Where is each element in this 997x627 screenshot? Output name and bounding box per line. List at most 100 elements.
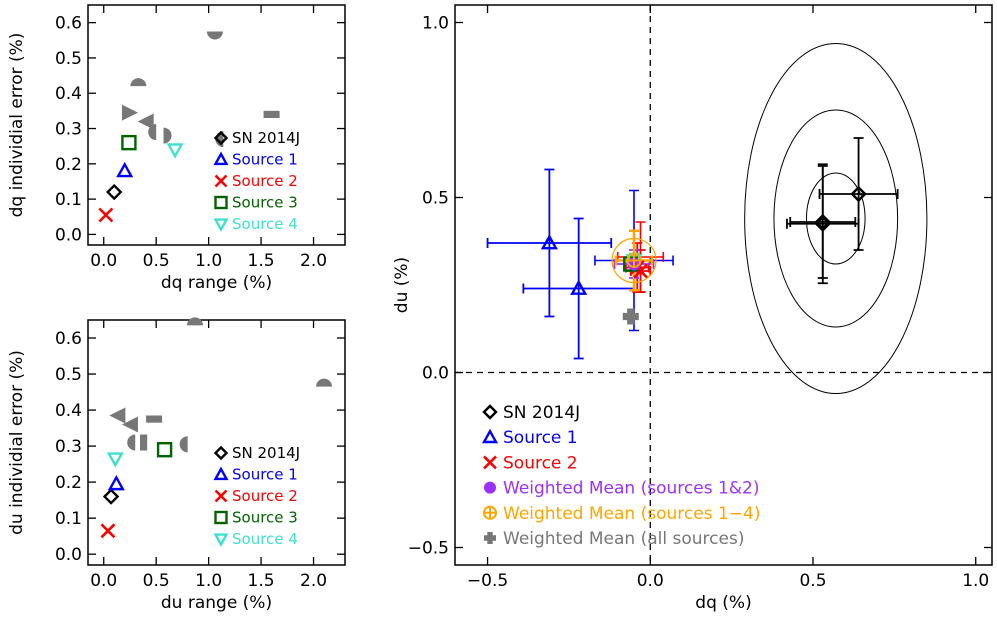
y-axis-title: du individial error (%)	[7, 350, 27, 535]
x-axis-title: du range (%)	[161, 593, 272, 613]
data-point	[622, 308, 639, 325]
legend-marker	[213, 533, 229, 547]
weighted-mean-ring	[611, 237, 657, 284]
y-tick-label: 0.2	[55, 155, 82, 175]
y-tick-label: 0.0	[55, 225, 82, 245]
plot-frame	[87, 4, 346, 246]
legend-label: Source 3	[232, 509, 298, 527]
x-tick-label: 2.0	[300, 251, 327, 271]
data-point	[570, 279, 588, 295]
data-point	[156, 442, 173, 458]
data-point	[540, 234, 558, 250]
legend-label: Weighted Mean (all sources)	[503, 529, 744, 549]
data-point	[121, 134, 137, 151]
gray-point	[127, 434, 136, 451]
x-tick-label: −0.5	[467, 571, 508, 591]
data-point	[100, 523, 116, 539]
y-axis-title: dq individial error (%)	[7, 33, 27, 218]
y-tick-label: 0.6	[55, 329, 82, 349]
legend-label: Source 4	[232, 215, 298, 233]
x-tick-label: 1.0	[195, 251, 222, 271]
y-axis-title: du (%)	[392, 257, 412, 313]
gray-point	[137, 113, 154, 130]
x-tick-label: 1.5	[248, 251, 275, 271]
x-tick-label: 2.0	[300, 571, 327, 591]
gray-point	[109, 407, 126, 424]
legend-label: Source 2	[232, 172, 298, 190]
y-tick-label: 0.0	[55, 545, 82, 565]
error-bar-y	[853, 137, 864, 251]
data-point	[107, 474, 125, 491]
gray-point	[179, 436, 188, 453]
y-tick-label: 0.1	[55, 190, 82, 210]
gray-point	[316, 378, 333, 387]
plot-frame	[87, 319, 346, 566]
gray-point	[263, 110, 280, 119]
legend-label: Source 1	[232, 466, 298, 484]
confidence-ellipse	[805, 172, 866, 265]
legend-marker	[213, 218, 229, 232]
x-axis-title: dq range (%)	[161, 273, 272, 293]
gray-point	[146, 415, 163, 423]
legend-marker	[214, 174, 228, 188]
confidence-ellipse	[773, 109, 899, 328]
x-tick-label: 0.5	[143, 571, 170, 591]
y-tick-label: 0.5	[422, 189, 449, 209]
legend-label: Source 1	[503, 428, 578, 448]
error-bar-y	[544, 168, 555, 318]
y-tick-label: 0.5	[55, 365, 82, 385]
panel-dq-du: −0.5 0.0 0.5 1.0 −0.5 0.0 0.5 1.0 dq (%) du (%) SN…	[392, 4, 993, 613]
y-tick-label: 1.0	[422, 14, 449, 34]
legend-label: Weighted Mean (sources 1−4)	[503, 504, 760, 524]
data-point	[98, 207, 114, 223]
data-point	[106, 183, 123, 201]
x-axis-title: dq (%)	[695, 593, 751, 613]
y-tick-label: 0.6	[55, 14, 82, 34]
panel-dq-error: 0.0 0.5 1.0 1.5 2.0 0.0 0.1 0.2 0.3 0.4 0.5 0.6 dq r…	[7, 4, 346, 293]
x-tick-label: 1.5	[248, 571, 275, 591]
x-tick-label: 1.0	[962, 571, 989, 591]
legend-marker	[481, 428, 499, 444]
y-tick-label: 0.0	[422, 364, 449, 384]
legend-label: Source 2	[503, 453, 578, 473]
y-tick-label: 0.3	[55, 120, 82, 140]
gray-point	[148, 124, 157, 141]
gray-point	[163, 127, 172, 144]
gray-point	[121, 104, 138, 121]
confidence-ellipse	[744, 43, 928, 394]
legend-label: Source 1	[232, 151, 298, 169]
data-point	[166, 143, 184, 159]
legend-marker	[214, 195, 228, 210]
data-point	[102, 488, 120, 505]
legend-label: Source 2	[232, 487, 298, 505]
y-tick-label: 0.3	[55, 437, 82, 457]
y-tick-label: 0.4	[55, 401, 82, 421]
legend-marker	[483, 455, 497, 470]
y-tick-label: 0.5	[55, 49, 82, 69]
panel-du-error: 0.0 0.5 1.0 1.5 2.0 0.0 0.1 0.2 0.3 0.4 0.5 0.6 du r…	[7, 317, 346, 613]
legend-marker	[482, 404, 498, 420]
data-point	[116, 161, 134, 178]
legend-marker	[213, 445, 229, 461]
x-tick-label: 1.0	[195, 571, 222, 591]
x-tick-label: 0.0	[90, 251, 117, 271]
x-tick-label: 0.5	[799, 571, 826, 591]
legend-marker	[213, 151, 229, 166]
legend-marker	[214, 489, 228, 503]
legend-label: SN 2014J	[503, 403, 580, 423]
error-bar-y	[573, 217, 584, 360]
x-tick-label: 0.0	[637, 571, 664, 591]
data-point	[850, 185, 867, 203]
y-tick-label: 0.4	[55, 84, 82, 104]
gray-point	[206, 31, 223, 40]
y-tick-label: 0.2	[55, 473, 82, 493]
gray-point	[121, 416, 138, 433]
legend-marker	[484, 481, 496, 494]
error-bar-y	[817, 165, 828, 279]
legend-label: Source 4	[232, 530, 298, 548]
y-tick-label: 0.1	[55, 509, 82, 529]
legend-label: Source 3	[232, 194, 298, 212]
legend-label: Weighted Mean (sources 1&2)	[503, 479, 759, 499]
x-tick-label: 0.5	[143, 251, 170, 271]
